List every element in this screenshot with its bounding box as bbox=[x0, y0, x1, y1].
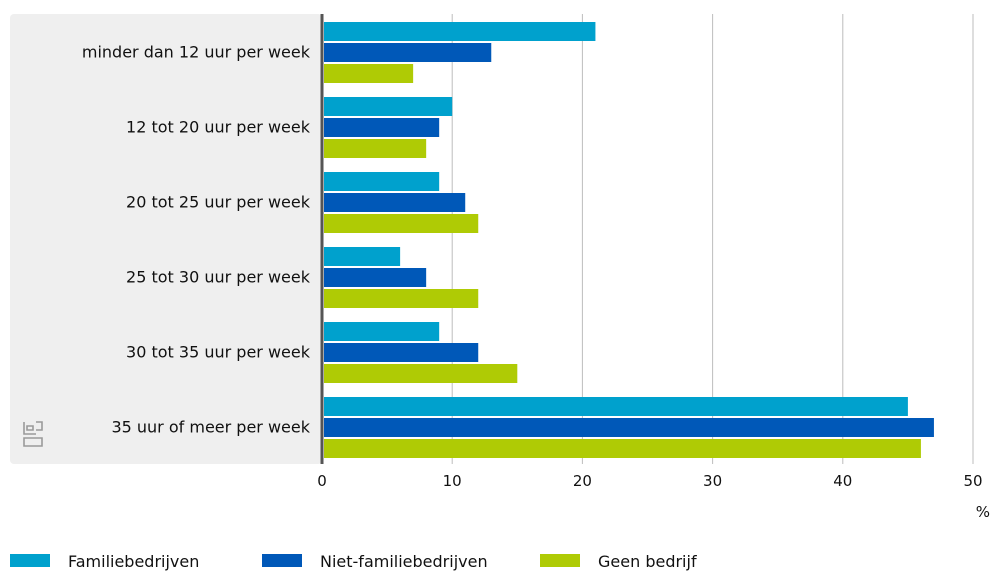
bar bbox=[324, 364, 518, 383]
legend-label: Niet-familiebedrijven bbox=[320, 552, 488, 571]
bar bbox=[324, 22, 596, 41]
x-tick-labels: 0 10 20 30 40 50 bbox=[317, 472, 982, 490]
x-tick-label: 20 bbox=[573, 472, 592, 490]
bar bbox=[324, 64, 414, 83]
x-tick-label: 40 bbox=[833, 472, 852, 490]
legend-label: Familiebedrijven bbox=[68, 552, 199, 571]
bar bbox=[324, 439, 921, 458]
category-label: minder dan 12 uur per week bbox=[82, 43, 311, 62]
x-tick-label: 50 bbox=[963, 472, 982, 490]
category-label: 30 tot 35 uur per week bbox=[126, 343, 311, 362]
x-tick-label: 10 bbox=[443, 472, 462, 490]
unit-label: % bbox=[976, 503, 990, 521]
cbs-logo-icon bbox=[23, 421, 43, 447]
bar bbox=[324, 418, 934, 437]
category-label: 20 tot 25 uur per week bbox=[126, 193, 311, 212]
bar bbox=[324, 343, 479, 362]
bar bbox=[324, 397, 908, 416]
category-label: 25 tot 30 uur per week bbox=[126, 268, 311, 287]
bar bbox=[324, 214, 479, 233]
bar bbox=[324, 172, 440, 191]
legend: Familiebedrijven Niet-familiebedrijven Gee… bbox=[10, 552, 697, 571]
category-label: 12 tot 20 uur per week bbox=[126, 118, 311, 137]
category-labels: minder dan 12 uur per week 12 tot 20 uur … bbox=[82, 43, 311, 437]
category-panel bbox=[10, 14, 322, 464]
bar bbox=[324, 247, 401, 266]
legend-swatch bbox=[540, 554, 580, 567]
gridlines bbox=[451, 14, 974, 464]
legend-label: Geen bedrijf bbox=[598, 552, 697, 571]
bar bbox=[324, 118, 440, 137]
bar bbox=[324, 97, 453, 116]
bar bbox=[324, 289, 479, 308]
x-tick-label: 0 bbox=[317, 472, 327, 490]
bar bbox=[324, 268, 427, 287]
bar bbox=[324, 322, 440, 341]
legend-swatch bbox=[10, 554, 50, 567]
x-tick-label: 30 bbox=[703, 472, 722, 490]
bars bbox=[324, 22, 934, 458]
legend-swatch bbox=[262, 554, 302, 567]
bar bbox=[324, 139, 427, 158]
bar bbox=[324, 193, 466, 212]
category-label: 35 uur of meer per week bbox=[111, 418, 310, 437]
bar bbox=[324, 43, 492, 62]
